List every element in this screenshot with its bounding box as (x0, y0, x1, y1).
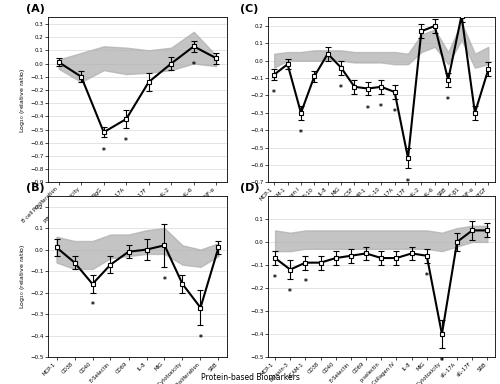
Text: *: * (273, 274, 277, 283)
Text: *: * (124, 137, 128, 146)
Text: (A): (A) (26, 4, 45, 14)
Y-axis label: Log$_{10}$ (relative ratio): Log$_{10}$ (relative ratio) (18, 244, 27, 309)
Text: *: * (90, 301, 94, 311)
Text: (C): (C) (240, 4, 258, 14)
Text: *: * (192, 61, 196, 70)
Text: *: * (392, 108, 396, 117)
Text: *: * (406, 177, 410, 187)
Text: *: * (304, 278, 308, 288)
Text: (D): (D) (240, 183, 260, 193)
Text: Protein-based Biomarkers: Protein-based Biomarkers (200, 373, 300, 382)
Text: *: * (162, 276, 166, 285)
Text: *: * (339, 84, 343, 93)
Text: *: * (440, 357, 444, 366)
Text: (B): (B) (26, 183, 44, 193)
Text: *: * (272, 89, 276, 98)
Text: *: * (288, 288, 292, 297)
Y-axis label: Log$_{10}$ (relative ratio): Log$_{10}$ (relative ratio) (18, 67, 27, 132)
Text: *: * (366, 104, 370, 114)
Text: *: * (446, 96, 450, 105)
Text: *: * (425, 271, 428, 281)
Text: *: * (380, 103, 383, 112)
Text: *: * (299, 129, 303, 138)
Text: *: * (102, 147, 106, 156)
Text: *: * (198, 334, 202, 343)
